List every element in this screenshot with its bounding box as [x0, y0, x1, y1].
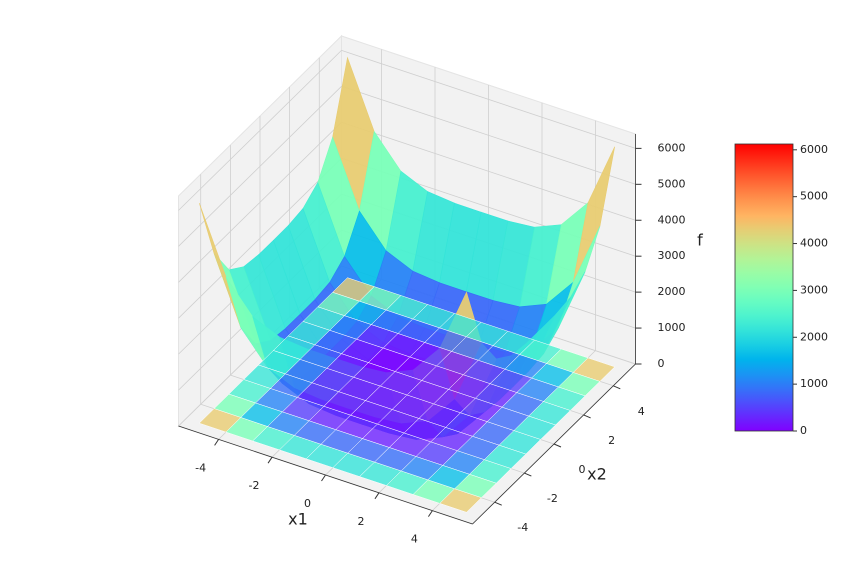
- z-tick-label: 2000: [658, 285, 686, 298]
- y-tick-label: 2: [608, 434, 615, 447]
- x-tick: [267, 456, 273, 464]
- axis-line: [178, 134, 636, 525]
- x-tick-label: -2: [249, 479, 260, 492]
- y-tick: [613, 385, 621, 390]
- z-tick-label: 0: [658, 357, 665, 370]
- y-axis-label: x2: [587, 465, 607, 484]
- colorbar: [734, 143, 794, 432]
- y-tick-label: -4: [517, 521, 528, 534]
- y-tick-label: 0: [579, 463, 586, 476]
- z-tick-label: 1000: [658, 321, 686, 334]
- z-axis-label: f: [697, 231, 703, 250]
- y-tick: [583, 414, 591, 419]
- z-tick-label: 4000: [658, 213, 686, 226]
- colorbar-tick-label: 2000: [800, 330, 828, 343]
- colorbar-tick-label: 0: [800, 424, 807, 437]
- colorbar-tick-label: 1000: [800, 377, 828, 390]
- y-tick-label: 4: [638, 405, 645, 418]
- x-tick: [321, 474, 326, 482]
- z-grid-line: [178, 50, 636, 211]
- z-tick-label: 6000: [658, 141, 686, 154]
- floor-contour-patch: [439, 488, 482, 513]
- x-tick-label: 0: [304, 497, 311, 510]
- z-tick-label: 5000: [658, 177, 686, 190]
- z-grid-line: [178, 85, 636, 247]
- y-tick: [553, 443, 562, 448]
- x-tick: [214, 439, 220, 446]
- colorbar-tick-label: 4000: [800, 237, 828, 250]
- y-tick-label: -2: [547, 492, 558, 505]
- colorbar-tick-label: 3000: [800, 283, 828, 296]
- x-tick-label: 2: [357, 515, 364, 528]
- colorbar-tick-label: 5000: [800, 190, 828, 203]
- colorbar-tick-label: 6000: [800, 143, 828, 156]
- x-tick-label: -4: [195, 461, 206, 474]
- x-axis-label: x1: [288, 510, 308, 529]
- x-tick: [374, 492, 380, 500]
- x-tick: [427, 510, 433, 517]
- y-tick: [524, 472, 532, 477]
- z-tick-label: 3000: [658, 249, 686, 262]
- y-tick: [494, 501, 502, 506]
- x-tick-label: 4: [411, 533, 418, 546]
